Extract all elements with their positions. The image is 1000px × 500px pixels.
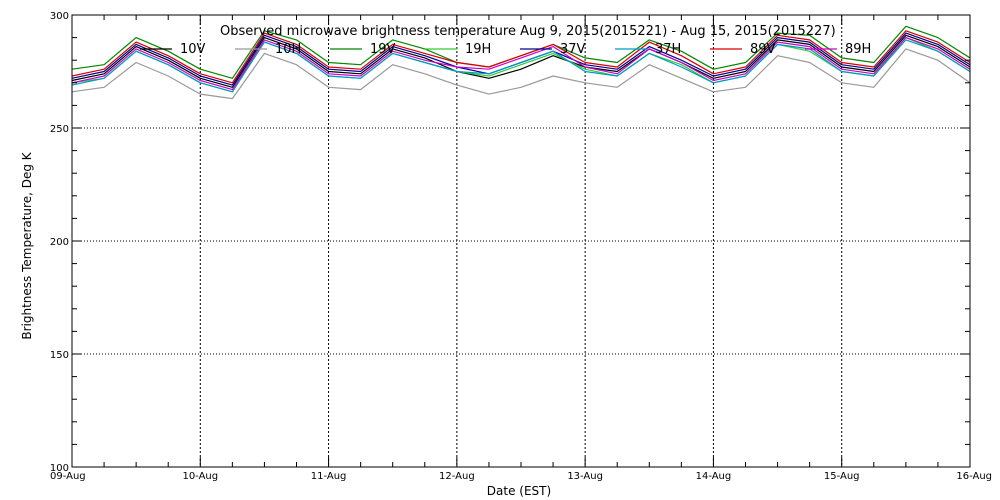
legend-label-89v: 89V xyxy=(750,42,776,57)
x-tick-label: 10-Aug xyxy=(182,471,218,482)
x-tick-label: 12-Aug xyxy=(439,471,475,482)
series-line-89h xyxy=(71,36,971,91)
chart-title: Observed microwave brightness temperatur… xyxy=(220,24,836,39)
series-line-37v xyxy=(71,32,971,86)
y-tick-label: 250 xyxy=(50,124,69,135)
x-tick-label: 09-Aug xyxy=(50,471,86,482)
series-line-37h xyxy=(71,39,971,93)
y-axis-title: Brightness Temperature, Deg K xyxy=(20,151,34,339)
x-tick-label: 11-Aug xyxy=(311,471,347,482)
y-tick-label: 100 xyxy=(50,463,69,474)
legend-label-10h: 10H xyxy=(275,42,301,57)
y-tick-labels: 100 150 200 250 300 xyxy=(50,11,69,474)
legend: 10V 10H 19V 19H 37V 37H 89V 89H xyxy=(140,42,871,57)
legend-label-37v: 37V xyxy=(560,42,586,57)
series-line-10v xyxy=(71,34,971,88)
y-tick-label: 300 xyxy=(50,11,69,22)
legend-label-19v: 19V xyxy=(370,42,396,57)
x-axis-title: Date (EST) xyxy=(487,484,551,498)
x-tick-label: 14-Aug xyxy=(696,471,732,482)
series-line-10h xyxy=(71,48,971,100)
legend-label-19h: 19H xyxy=(465,42,491,57)
y-tick-label: 200 xyxy=(50,237,69,248)
x-tick-labels: 09-Aug 10-Aug 11-Aug 12-Aug 13-Aug 14-Aug 15-A… xyxy=(50,471,992,482)
x-tick-label: 15-Aug xyxy=(824,471,860,482)
x-tick-label: 16-Aug xyxy=(956,471,992,482)
legend-label-37h: 37H xyxy=(655,42,681,57)
y-tick-label: 150 xyxy=(50,350,69,361)
axis-ticks xyxy=(71,14,971,468)
x-tick-label: 13-Aug xyxy=(567,471,603,482)
legend-label-89h: 89H xyxy=(845,42,871,57)
legend-label-10v: 10V xyxy=(180,42,206,57)
series-lines xyxy=(71,25,971,100)
series-line-89v xyxy=(71,30,971,84)
grid xyxy=(72,15,970,467)
